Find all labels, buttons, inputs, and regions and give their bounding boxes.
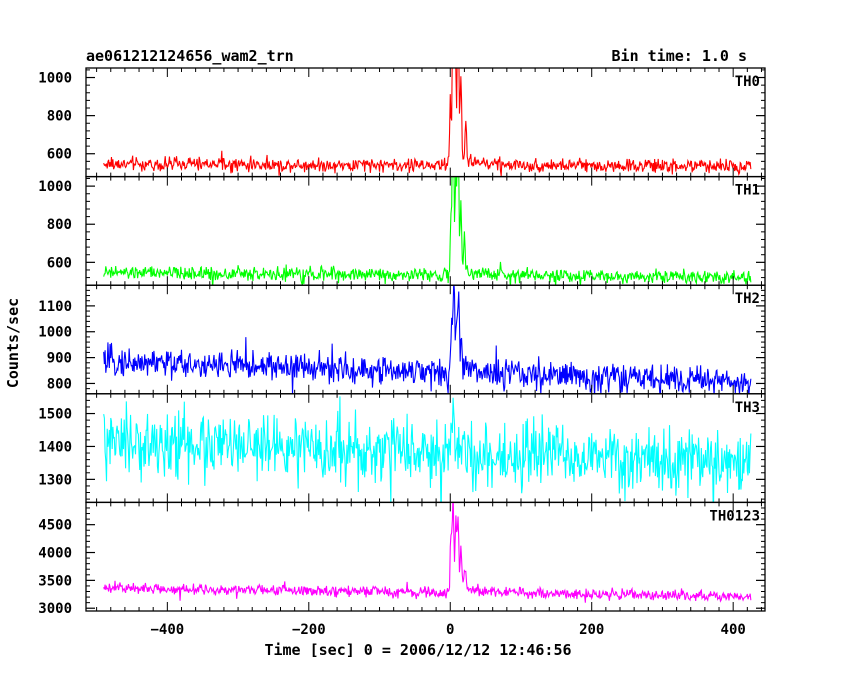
panel-frame: [85, 175, 766, 286]
series-line-th3: [103, 396, 752, 503]
y-tick-label: 1000: [38, 325, 72, 341]
y-tick-label: 1300: [38, 472, 72, 488]
x-axis: −400 −200 0 200 400: [150, 622, 745, 638]
panel-frame: [85, 501, 766, 612]
y-tick-label: 1500: [38, 407, 72, 423]
y-tick-label: 4000: [38, 546, 72, 562]
y-tick-label: 600: [47, 147, 72, 163]
y-tick-label: 800: [47, 109, 72, 125]
series-label-th2: TH2: [735, 291, 760, 307]
x-tick-label: −400: [150, 622, 184, 638]
bin-time-label: Bin time: 1.0 s: [612, 47, 747, 65]
series-label-th0: TH0: [735, 74, 760, 90]
panel-th1: 600 800 1000 TH1: [38, 175, 766, 286]
y-axis-title: Counts/sec: [4, 298, 22, 388]
x-tick-label: −200: [292, 622, 326, 638]
series-label-th1: TH1: [735, 183, 760, 199]
y-tick-label: 800: [47, 217, 72, 233]
panel-th3: 1300 1400 1500 TH3: [38, 393, 766, 504]
y-tick-label: 1100: [38, 299, 72, 315]
y-tick-label: 600: [47, 255, 72, 271]
x-tick-label: 200: [579, 622, 604, 638]
panel-th0123: 3000 3500 4000 4500 TH0123: [38, 501, 766, 617]
series-line-th0: [103, 68, 752, 177]
y-tick-label: 1000: [38, 71, 72, 87]
y-tick-label: 1400: [38, 439, 72, 455]
x-tick-label: 0: [446, 622, 454, 638]
series-label-th0123: TH0123: [709, 508, 760, 524]
y-tick-label: 1000: [38, 179, 72, 195]
panel-th2: 800 900 1000 1100 TH2: [38, 284, 766, 395]
y-tick-label: 3000: [38, 601, 72, 617]
series-line-th1: [103, 176, 752, 286]
y-tick-label: 4500: [38, 518, 72, 534]
y-tick-label: 900: [47, 351, 72, 367]
chart-title: ae061212124656_wam2_trn: [86, 47, 294, 65]
panel-th0: 600 800 1000 TH0: [38, 67, 766, 178]
x-tick-label: 400: [721, 622, 746, 638]
x-axis-title: Time [sec] 0 = 2006/12/12 12:46:56: [264, 641, 571, 659]
panels-group: 600 800 1000 TH0 600 800 1000 TH1 800 900 1000 1100…: [38, 67, 766, 617]
y-tick-label: 800: [47, 376, 72, 392]
y-tick-label: 3500: [38, 573, 72, 589]
series-line-th0123: [103, 502, 752, 603]
series-line-th2: [103, 285, 752, 394]
series-label-th3: TH3: [735, 400, 760, 416]
